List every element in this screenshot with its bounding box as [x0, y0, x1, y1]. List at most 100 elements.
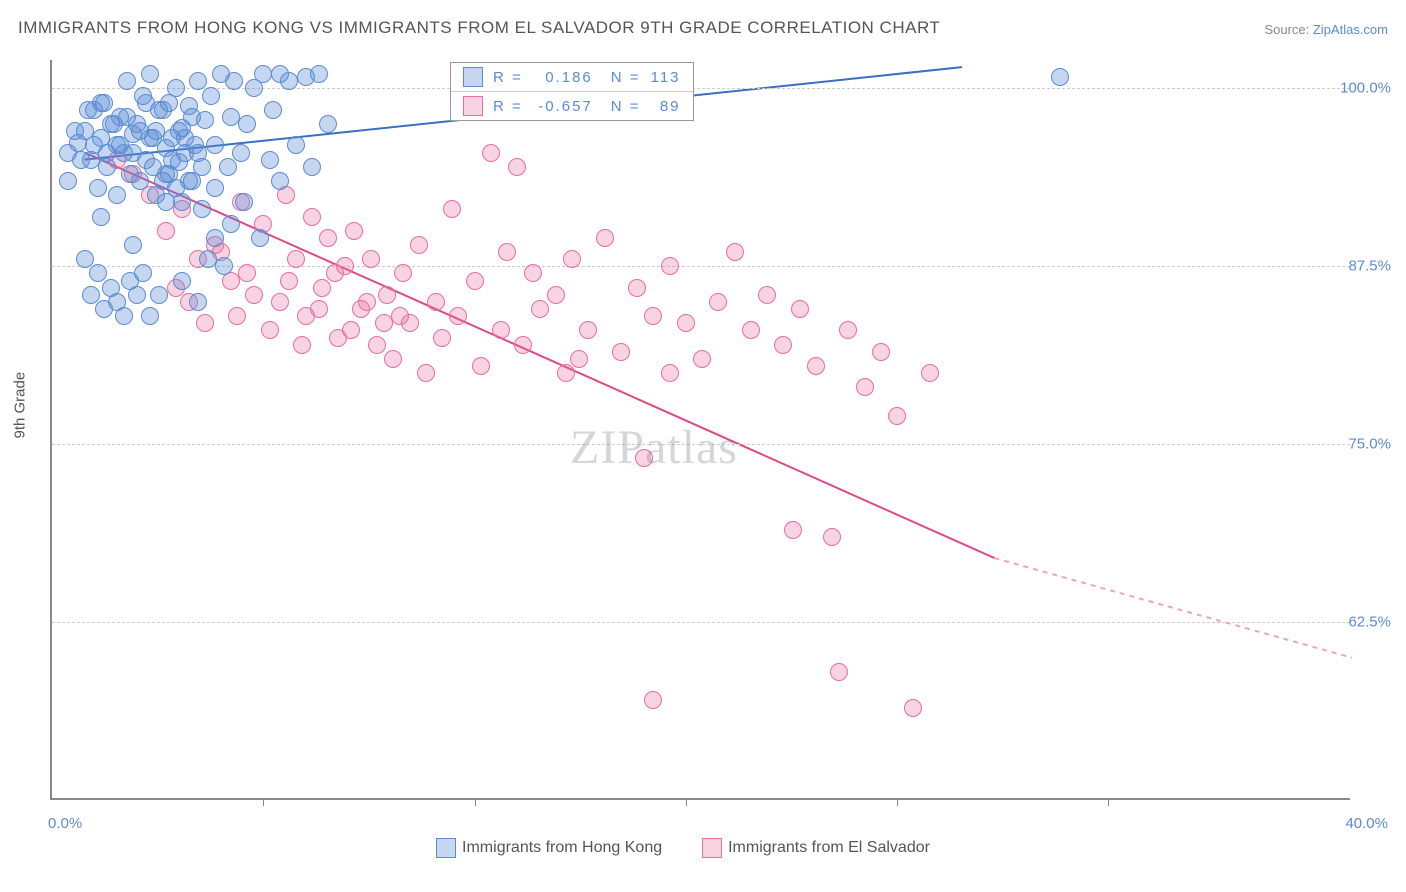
legend-n-label: N = [611, 98, 641, 115]
scatter-point [144, 129, 162, 147]
scatter-point [319, 115, 337, 133]
y-tick-label: 87.5% [1348, 258, 1391, 275]
scatter-point [384, 350, 402, 368]
scatter-point [427, 293, 445, 311]
legend-n-value: 113 [641, 69, 681, 86]
scatter-point [492, 321, 510, 339]
scatter-point [326, 264, 344, 282]
scatter-point [303, 158, 321, 176]
scatter-point [410, 236, 428, 254]
scatter-point [391, 307, 409, 325]
scatter-point [394, 264, 412, 282]
scatter-point [596, 229, 614, 247]
scatter-point [514, 336, 532, 354]
scatter-point [92, 94, 110, 112]
scatter-point [141, 65, 159, 83]
scatter-point [579, 321, 597, 339]
scatter-point [472, 357, 490, 375]
scatter-point [264, 101, 282, 119]
x-tick-label: 0.0% [48, 815, 82, 832]
x-tick-mark [897, 798, 898, 806]
scatter-point [141, 307, 159, 325]
gridline-h [52, 622, 1350, 623]
scatter-point [628, 279, 646, 297]
regression-lines [52, 60, 1352, 800]
scatter-point [163, 151, 181, 169]
scatter-point [807, 357, 825, 375]
scatter-point [173, 193, 191, 211]
scatter-point [193, 200, 211, 218]
scatter-point [443, 200, 461, 218]
scatter-point [206, 179, 224, 197]
legend-row: R = 0.186 N = 113 [451, 63, 693, 92]
scatter-point [358, 293, 376, 311]
scatter-point [904, 699, 922, 717]
legend-r-label: R = [493, 69, 523, 86]
source-link[interactable]: ZipAtlas.com [1313, 22, 1388, 37]
legend-r-value: 0.186 [523, 69, 593, 86]
scatter-point [72, 151, 90, 169]
scatter-point [271, 172, 289, 190]
scatter-point [570, 350, 588, 368]
scatter-point [784, 521, 802, 539]
scatter-point [280, 72, 298, 90]
scatter-point [251, 229, 269, 247]
scatter-point [823, 528, 841, 546]
scatter-point [206, 136, 224, 154]
scatter-point [189, 293, 207, 311]
scatter-point [245, 286, 263, 304]
scatter-point [271, 293, 289, 311]
scatter-point [206, 229, 224, 247]
scatter-point [157, 222, 175, 240]
scatter-point [131, 172, 149, 190]
scatter-point [124, 144, 142, 162]
scatter-point [677, 314, 695, 332]
scatter-point [774, 336, 792, 354]
scatter-point [66, 122, 84, 140]
scatter-point [508, 158, 526, 176]
scatter-point [225, 72, 243, 90]
scatter-point [310, 65, 328, 83]
scatter-point [293, 336, 311, 354]
scatter-point [417, 364, 435, 382]
scatter-point [1051, 68, 1069, 86]
source-attribution: Source: ZipAtlas.com [1264, 22, 1388, 37]
scatter-point [238, 115, 256, 133]
scatter-point [173, 272, 191, 290]
scatter-point [362, 250, 380, 268]
scatter-point [709, 293, 727, 311]
scatter-point [150, 101, 168, 119]
legend-r-value: -0.657 [523, 98, 593, 115]
scatter-point [693, 350, 711, 368]
legend-series-label: Immigrants from El Salvador [728, 839, 930, 856]
scatter-point [219, 158, 237, 176]
scatter-point [310, 300, 328, 318]
scatter-point [742, 321, 760, 339]
scatter-point [563, 250, 581, 268]
scatter-point [196, 314, 214, 332]
scatter-point [872, 343, 890, 361]
scatter-point [644, 691, 662, 709]
scatter-point [524, 264, 542, 282]
legend-series-label: Immigrants from Hong Kong [462, 839, 662, 856]
scatter-point [303, 208, 321, 226]
scatter-point [59, 172, 77, 190]
scatter-point [134, 264, 152, 282]
scatter-point [342, 321, 360, 339]
scatter-point [547, 286, 565, 304]
scatter-point [319, 229, 337, 247]
scatter-point [118, 72, 136, 90]
legend-swatch [463, 67, 483, 87]
scatter-point [287, 136, 305, 154]
x-tick-mark [686, 798, 687, 806]
scatter-point [261, 151, 279, 169]
scatter-point [531, 300, 549, 318]
scatter-point [150, 286, 168, 304]
legend-n-label: N = [611, 69, 641, 86]
scatter-point [202, 87, 220, 105]
legend-swatch [463, 96, 483, 116]
scatter-point [557, 364, 575, 382]
scatter-point [726, 243, 744, 261]
y-tick-label: 100.0% [1340, 80, 1391, 97]
correlation-legend: R = 0.186N = 113R = -0.657N = 89 [450, 62, 694, 121]
